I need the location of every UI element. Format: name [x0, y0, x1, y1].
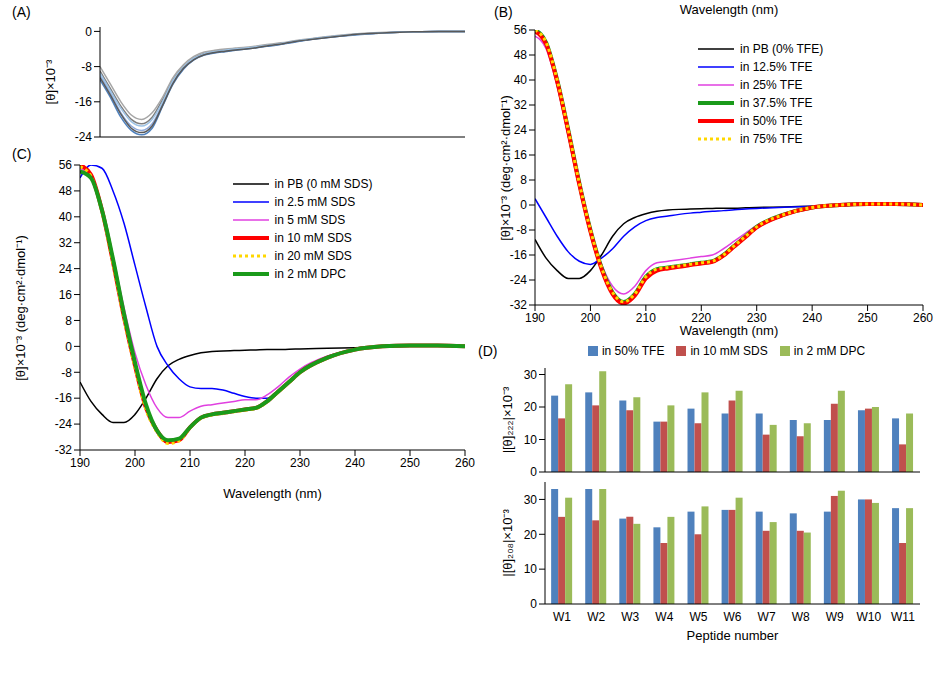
svg-text:W6: W6 — [724, 610, 742, 624]
svg-text:30: 30 — [524, 493, 538, 507]
svg-text:-16: -16 — [55, 391, 73, 405]
svg-text:-24: -24 — [510, 273, 528, 287]
svg-text:-32: -32 — [510, 298, 528, 312]
html-text:in 20 mM SDS: in 20 mM SDS — [274, 249, 352, 263]
html-text:Wavelength (nm): Wavelength (nm) — [223, 486, 322, 501]
html-text:[θ]×10⁻³ (deg·cm²·dmol⁻¹): [θ]×10⁻³ (deg·cm²·dmol⁻¹) — [13, 234, 28, 381]
svg-text:40: 40 — [59, 210, 73, 224]
html-text:Peptide number: Peptide number — [686, 628, 779, 643]
html-text:in 50% TFE: in 50% TFE — [601, 344, 665, 358]
svg-text:W11: W11 — [891, 610, 915, 624]
html-text:(A): (A) — [12, 4, 31, 20]
html-text:[θ]×10⁻³ (deg·cm²·dmol⁻¹): [θ]×10⁻³ (deg·cm²·dmol⁻¹) — [498, 94, 513, 241]
svg-text:250: 250 — [858, 311, 878, 325]
svg-text:240: 240 — [345, 456, 365, 470]
svg-text:200: 200 — [580, 311, 600, 325]
svg-text:190: 190 — [70, 456, 90, 470]
svg-text:210: 210 — [636, 311, 656, 325]
html-text:in 10 mM SDS: in 10 mM SDS — [274, 231, 352, 245]
svg-text:-24: -24 — [75, 130, 93, 144]
svg-text:30: 30 — [524, 368, 538, 382]
svg-text:W7: W7 — [758, 610, 776, 624]
svg-text:40: 40 — [514, 73, 528, 87]
svg-text:48: 48 — [59, 184, 73, 198]
svg-text:0: 0 — [85, 25, 92, 39]
svg-text:10: 10 — [524, 562, 538, 576]
html-text:(B): (B) — [494, 4, 513, 20]
svg-text:240: 240 — [802, 311, 822, 325]
svg-text:220: 220 — [235, 456, 255, 470]
svg-text:W1: W1 — [553, 610, 571, 624]
html-text:in 12.5% TFE: in 12.5% TFE — [740, 60, 813, 74]
svg-text:W3: W3 — [621, 610, 639, 624]
svg-text:0: 0 — [530, 465, 537, 476]
html-text:in 2 mM DPC: in 2 mM DPC — [274, 267, 346, 281]
html-text:in 25% TFE: in 25% TFE — [740, 78, 803, 92]
svg-text:W4: W4 — [655, 610, 673, 624]
svg-text:220: 220 — [691, 311, 711, 325]
svg-text:260: 260 — [913, 311, 933, 325]
html-text:in 2 mM DPC: in 2 mM DPC — [793, 344, 866, 358]
svg-text:190: 190 — [525, 311, 545, 325]
svg-text:32: 32 — [59, 236, 73, 250]
svg-text:20: 20 — [524, 528, 538, 542]
svg-text:56: 56 — [514, 23, 528, 37]
svg-text:260: 260 — [455, 456, 475, 470]
svg-text:16: 16 — [514, 148, 528, 162]
svg-text:-16: -16 — [510, 248, 528, 262]
svg-text:-8: -8 — [516, 223, 527, 237]
html-text:|[θ]₂₀₈|×10⁻³: |[θ]₂₀₈|×10⁻³ — [500, 509, 515, 577]
svg-text:16: 16 — [59, 288, 73, 302]
html-text:in 37.5% TFE: in 37.5% TFE — [740, 96, 813, 110]
html-text:Wavelength (nm): Wavelength (nm) — [679, 2, 779, 17]
html-text:[θ]×10⁻³: [θ]×10⁻³ — [43, 59, 58, 105]
svg-text:24: 24 — [59, 262, 73, 276]
html-text:in PB (0 mM SDS): in PB (0 mM SDS) — [274, 177, 373, 191]
svg-text:W10: W10 — [857, 610, 882, 624]
svg-text:32: 32 — [514, 98, 528, 112]
svg-text:W9: W9 — [826, 610, 844, 624]
html-text:in 2.5 mM SDS: in 2.5 mM SDS — [274, 195, 356, 209]
svg-text:0: 0 — [65, 340, 72, 354]
svg-text:8: 8 — [520, 173, 527, 187]
svg-text:0: 0 — [530, 597, 537, 611]
html-text:in 5 mM SDS: in 5 mM SDS — [274, 213, 346, 227]
svg-text:W2: W2 — [587, 610, 605, 624]
svg-text:210: 210 — [180, 456, 200, 470]
html-text:(C): (C) — [12, 146, 32, 162]
svg-text:200: 200 — [125, 456, 145, 470]
svg-text:W5: W5 — [689, 610, 707, 624]
svg-text:0: 0 — [520, 198, 527, 212]
svg-text:250: 250 — [400, 456, 420, 470]
html-text:in PB (0% TFE): in PB (0% TFE) — [740, 42, 824, 56]
html-text:in 10 mM SDS: in 10 mM SDS — [690, 344, 768, 358]
svg-text:230: 230 — [747, 311, 767, 325]
svg-text:20: 20 — [524, 400, 538, 414]
svg-text:-32: -32 — [55, 443, 73, 457]
svg-text:56: 56 — [59, 158, 73, 172]
svg-text:-16: -16 — [75, 95, 93, 109]
svg-text:-8: -8 — [81, 60, 92, 74]
html-text:Wavelength (nm): Wavelength (nm) — [679, 323, 779, 338]
svg-text:8: 8 — [65, 314, 72, 328]
svg-text:230: 230 — [290, 456, 310, 470]
svg-text:24: 24 — [514, 123, 528, 137]
html-text:(D): (D) — [478, 343, 498, 359]
html-text:in 75% TFE: in 75% TFE — [740, 132, 803, 146]
svg-text:-24: -24 — [55, 417, 73, 431]
svg-text:W8: W8 — [792, 610, 810, 624]
svg-text:10: 10 — [524, 433, 538, 447]
html-text:in 50% TFE: in 50% TFE — [740, 114, 803, 128]
svg-text:-8: -8 — [61, 366, 72, 380]
svg-text:48: 48 — [514, 48, 528, 62]
html-text:|[θ]₂₂₂|×10⁻³: |[θ]₂₂₂|×10⁻³ — [500, 386, 515, 454]
